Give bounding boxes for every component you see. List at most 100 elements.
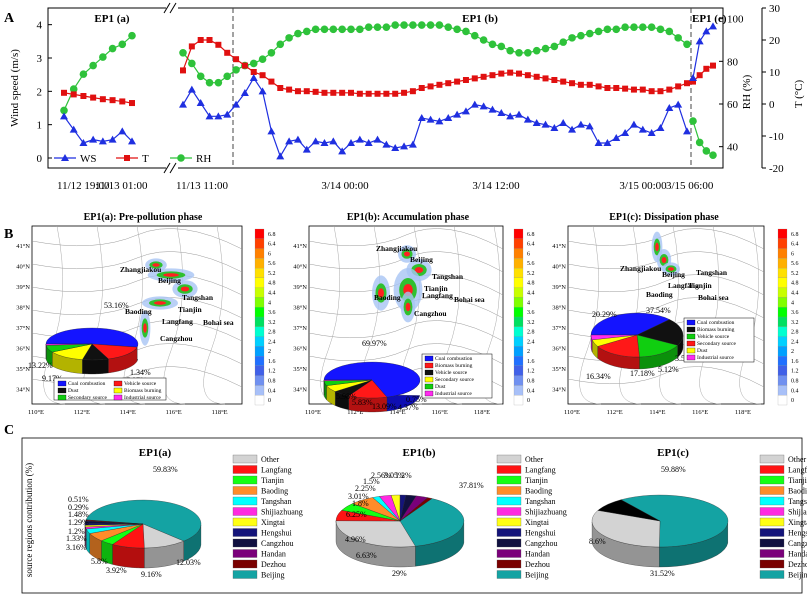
region-swatch	[759, 570, 785, 579]
rh-point	[382, 23, 391, 32]
rh-point	[709, 151, 717, 159]
colorbar-cell	[777, 375, 788, 386]
region-slice	[591, 510, 661, 548]
region-legend-label: Xingtai	[261, 518, 286, 527]
city-label: Bohai sea	[203, 318, 234, 327]
colorbar-cell	[777, 277, 788, 288]
concentration-high	[668, 267, 674, 271]
region-slice-label: 9.16%	[141, 570, 162, 579]
ws-point	[612, 134, 621, 141]
rh-point	[285, 34, 293, 42]
colorbar-cell	[777, 248, 788, 259]
ws-point	[400, 142, 409, 150]
region-legend-label: Hengshui	[788, 529, 807, 538]
slice-label: 53.16%	[104, 301, 129, 310]
region-slice	[399, 497, 433, 522]
legend-label: Industrial source	[435, 391, 472, 397]
ws-point	[585, 122, 594, 130]
region-slice-label: 31.52%	[650, 569, 675, 578]
t-point	[409, 88, 416, 95]
colorbar-tick: 0.4	[268, 388, 276, 394]
region-legend-label: Tangshan	[261, 497, 292, 506]
region-slice-label: 6.63%	[356, 551, 377, 560]
t-point	[241, 62, 248, 69]
t-point	[436, 81, 443, 88]
ws-point	[285, 137, 294, 145]
province-border	[567, 228, 765, 250]
lat-tick-label: 35°N	[552, 366, 566, 373]
y3-tick-label: 30	[769, 3, 781, 15]
colorbar-tick: 4.4	[268, 291, 276, 297]
region-slice-label: 1.8%	[352, 499, 369, 508]
source-legend	[421, 353, 493, 399]
colorbar-cell	[513, 395, 524, 406]
t-point	[277, 85, 284, 91]
t-point	[471, 75, 478, 82]
t-point	[445, 80, 452, 87]
province-border	[567, 366, 765, 388]
colorbar-tick: 6.4	[791, 242, 799, 248]
rh-point	[550, 42, 559, 51]
t-point	[119, 98, 126, 105]
region-legend-label: Xingtai	[788, 518, 807, 527]
region-legend-label: Baoding	[788, 487, 807, 496]
ws-point	[408, 140, 417, 148]
lat-tick-label: 37°N	[16, 325, 30, 332]
colorbar-cell	[254, 395, 265, 406]
x-tick-label: 11/13 11:00	[176, 180, 229, 192]
rh-point	[462, 27, 470, 36]
t-point	[233, 56, 240, 63]
ws-point	[541, 120, 550, 128]
lon-tick-label: 114°E	[120, 409, 136, 416]
lon-tick-label: 114°E	[389, 409, 405, 416]
colorbar-tick: 0.4	[527, 388, 535, 394]
region-slice-label: 3.01%	[348, 492, 369, 501]
axis-break-mask	[166, 164, 178, 172]
city-label: Langfang	[162, 317, 193, 326]
city-label: Zhangjiakou	[376, 244, 417, 253]
y2-axis-label: RH (%)	[741, 74, 753, 109]
colorbar-tick: 0	[791, 398, 794, 404]
rh-point	[689, 117, 697, 125]
region-swatch	[232, 496, 258, 506]
ws-point	[461, 107, 470, 115]
colorbar-tick: 5.6	[791, 261, 799, 267]
colorbar-cell	[513, 385, 524, 396]
ws-point	[276, 152, 285, 160]
source-slice	[45, 343, 93, 346]
province-border	[203, 225, 226, 405]
ws-point	[302, 145, 311, 153]
x-tick-label: 3/15 06:00	[666, 180, 714, 192]
ws-point	[629, 120, 638, 128]
region-legend-label: Langfang	[261, 466, 292, 475]
region-legend-label: Hengshui	[525, 529, 556, 538]
source-slice	[45, 327, 139, 348]
ws-point	[665, 104, 674, 111]
rh-point	[60, 106, 68, 115]
ws-point	[417, 114, 426, 121]
lon-tick-label: 112°E	[347, 409, 363, 416]
rh-point	[179, 49, 187, 57]
rh-point	[205, 78, 214, 87]
region-slice-label: 59.83%	[153, 465, 178, 474]
rh-point	[249, 59, 258, 68]
y-axis-label: Wind speed (m/s)	[9, 49, 21, 127]
region-swatch	[759, 549, 785, 558]
rh-point	[118, 40, 127, 49]
ws-point	[128, 137, 136, 145]
region-swatch	[496, 486, 522, 495]
x-tick-label: 3/15 00:00	[619, 180, 667, 192]
colorbar-tick: 1.6	[268, 359, 276, 365]
phase-label: EP1 (c)	[692, 13, 727, 25]
colorbar-cell	[513, 238, 524, 249]
lat-tick-label: 40°N	[293, 264, 307, 271]
axis-break	[169, 162, 177, 174]
ws-point	[179, 100, 187, 108]
lat-tick-label: 40°N	[16, 264, 30, 271]
rh-point	[276, 40, 285, 49]
region-swatch	[759, 486, 785, 495]
region-legend-label: Dezhou	[788, 560, 807, 569]
colorbar-tick: 4	[527, 300, 530, 306]
source-slice	[597, 334, 640, 358]
